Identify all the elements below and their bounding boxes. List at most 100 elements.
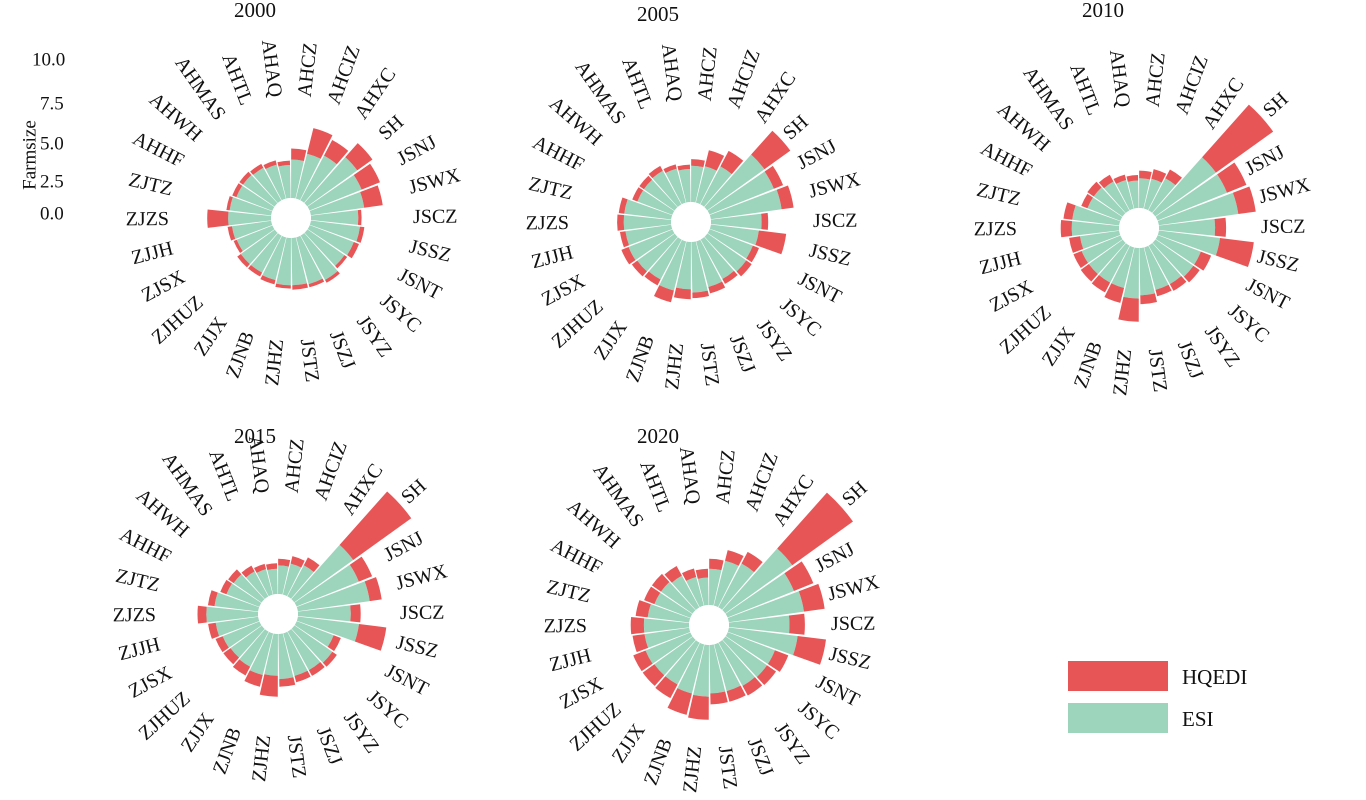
bar-hqedi-ahmas xyxy=(648,165,663,179)
panel-2020: 2020SHJSNJJSWXJSCZJSSZJSNTJSYCJSYZJSZJJS… xyxy=(544,424,882,794)
bar-esi-jscz xyxy=(728,615,790,634)
category-label-zjjh: ZJJH xyxy=(116,633,162,665)
bar-hqedi-jsnj xyxy=(353,163,381,190)
bar-esi-jsnt xyxy=(707,229,753,259)
bar-hqedi-ahcz xyxy=(291,148,307,161)
scale-tick-label: 5.0 xyxy=(40,134,64,155)
bar-hqedi-zjhuz xyxy=(631,260,647,277)
bar-esi-sh xyxy=(1152,157,1216,217)
bar-esi-jsnt xyxy=(307,225,354,256)
bar-hqedi-jscz xyxy=(761,212,769,230)
category-label-sh: SH xyxy=(838,477,872,510)
bar-esi-zjnb xyxy=(262,235,287,281)
bar-esi-jszj xyxy=(696,239,723,288)
bar-esi-ahxc xyxy=(718,563,755,610)
bar-hqedi-jscz xyxy=(788,613,805,635)
category-label-jswx: JSWX xyxy=(406,164,463,198)
bar-hqedi-ahaq xyxy=(1126,175,1139,182)
category-label-ahcz: AHCZ xyxy=(712,448,740,505)
bar-hqedi-zjzs xyxy=(1060,220,1073,238)
category-label-zjhz: ZJHZ xyxy=(679,745,706,794)
bar-esi-zjnb xyxy=(677,642,705,694)
category-label-jscz: JSCZ xyxy=(400,602,445,624)
category-label-ahtl: AHTL xyxy=(1065,61,1105,119)
bar-esi-jscz xyxy=(710,213,762,230)
bar-esi-zjhuz xyxy=(230,625,265,658)
bar-hqedi-zjhuz xyxy=(642,664,665,686)
bar-hqedi-ahcz xyxy=(691,159,705,168)
bar-esi-jssz xyxy=(309,220,360,242)
bar-hqedi-ahxc xyxy=(303,557,320,572)
bar-hqedi-sh xyxy=(1202,104,1274,173)
bar-esi-ahxc xyxy=(287,565,314,599)
bar-hqedi-zjhuz xyxy=(223,648,240,665)
legend-swatch-esi xyxy=(1068,703,1168,733)
bar-esi-ahmas xyxy=(671,575,700,610)
bar-hqedi-zjnb xyxy=(244,670,263,687)
scale-tick-label: 7.5 xyxy=(40,94,64,115)
bar-esi-ahaq xyxy=(1127,180,1139,209)
bar-esi-jsyz xyxy=(300,233,338,280)
bar-esi-jsyc xyxy=(1152,239,1194,277)
category-label-zjtz: ZJTZ xyxy=(527,173,575,205)
category-label-zjjx: ZJJX xyxy=(608,719,650,767)
bar-hqedi-zjsx xyxy=(215,636,229,653)
bar-hqedi-ahaq xyxy=(677,164,690,171)
bar-esi-zjnb xyxy=(249,631,274,676)
bar-esi-zjzs xyxy=(206,606,259,623)
bar-hqedi-zjjx xyxy=(232,659,251,676)
panel-2005: 2005SHJSNJJSWXJSCZJSSZJSNTJSYCJSYZJSZJJS… xyxy=(526,2,864,391)
category-label-jsnj: JSNJ xyxy=(393,131,440,170)
bar-esi-zjjx xyxy=(648,237,682,280)
legend-label-hqedi: HQEDI xyxy=(1182,665,1247,689)
category-label-sh: SH xyxy=(397,475,431,508)
category-label-jswx: JSWX xyxy=(806,168,863,202)
bar-hqedi-jsyc xyxy=(1183,265,1200,283)
bar-hqedi-zjjh xyxy=(208,622,220,639)
category-label-zjjx: ZJJX xyxy=(177,708,219,756)
bar-hqedi-ahcz xyxy=(709,558,724,571)
bar-esi-jsyz xyxy=(1148,243,1182,285)
category-label-ahtl: AHTL xyxy=(617,55,657,113)
bar-esi-ahciz xyxy=(295,153,321,201)
bar-esi-jsyz xyxy=(718,640,755,686)
category-label-ahtl: AHTL xyxy=(635,458,675,516)
bar-hqedi-zjhz xyxy=(673,287,691,300)
scale-tick-label: 10.0 xyxy=(32,50,65,71)
bar-hqedi-jsyz xyxy=(308,662,325,676)
bar-hqedi-zjzs xyxy=(207,209,229,228)
bar-esi-ahtl xyxy=(265,164,286,201)
bar-esi-zjjx xyxy=(250,233,282,273)
bar-esi-ahciz xyxy=(713,560,739,608)
panel-2015: 2015SHJSNJJSWXJSCZJSSZJSNTJSYCJSYZJSZJJS… xyxy=(113,424,451,783)
bar-hqedi-ahhf xyxy=(644,586,661,605)
bar-hqedi-jsnt xyxy=(1194,251,1212,271)
bar-hqedi-jsyc xyxy=(335,255,348,269)
bar-esi-zjtz xyxy=(624,199,673,220)
bar-esi-ahxc xyxy=(1148,178,1176,213)
category-label-zjjx: ZJJX xyxy=(590,316,632,364)
bar-hqedi-zjhuz xyxy=(1080,264,1098,282)
bar-esi-zjzs xyxy=(228,211,272,226)
bar-hqedi-ahxc xyxy=(741,551,763,573)
bar-hqedi-ahhf xyxy=(232,183,243,198)
category-label-zjzs: ZJZS xyxy=(544,615,588,637)
bar-esi-jsyc xyxy=(304,229,345,266)
bar-esi-jsnj xyxy=(1155,174,1227,221)
bar-esi-ahciz xyxy=(1143,178,1162,211)
category-label-jscz: JSCZ xyxy=(831,613,876,635)
category-label-zjjx: ZJJX xyxy=(1038,322,1080,370)
bar-esi-jswx xyxy=(1157,192,1239,226)
bar-hqedi-zjjh xyxy=(620,231,630,248)
category-label-zjhz: ZJHZ xyxy=(1109,348,1136,397)
bar-esi-zjjh xyxy=(1079,230,1121,249)
bar-hqedi-jswx xyxy=(776,185,794,210)
bar-esi-ahwh xyxy=(242,174,278,207)
bar-esi-zjsx xyxy=(236,225,275,252)
category-label-ahcz: AHCZ xyxy=(281,437,309,494)
bar-hqedi-ahtl xyxy=(263,160,277,170)
bar-esi-zjjh xyxy=(215,616,260,637)
bar-esi-zjtz xyxy=(229,197,273,216)
category-label-jsyz: JSYZ xyxy=(339,707,383,757)
